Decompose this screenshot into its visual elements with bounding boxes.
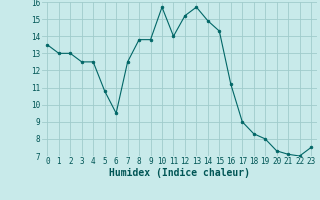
X-axis label: Humidex (Indice chaleur): Humidex (Indice chaleur) (109, 168, 250, 178)
